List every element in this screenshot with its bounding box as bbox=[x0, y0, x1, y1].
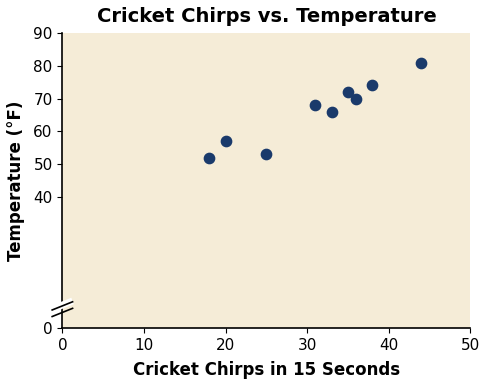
Point bbox=[262, 151, 270, 157]
Title: Cricket Chirps vs. Temperature: Cricket Chirps vs. Temperature bbox=[96, 7, 436, 26]
Point bbox=[312, 102, 319, 108]
Point bbox=[222, 138, 229, 144]
X-axis label: Cricket Chirps in 15 Seconds: Cricket Chirps in 15 Seconds bbox=[133, 361, 400, 379]
Point bbox=[417, 59, 425, 66]
Point bbox=[369, 82, 376, 88]
Point bbox=[352, 95, 360, 102]
Point bbox=[344, 89, 352, 95]
Point bbox=[206, 154, 213, 161]
Y-axis label: Temperature (°F): Temperature (°F) bbox=[7, 100, 25, 261]
Point bbox=[328, 108, 336, 115]
